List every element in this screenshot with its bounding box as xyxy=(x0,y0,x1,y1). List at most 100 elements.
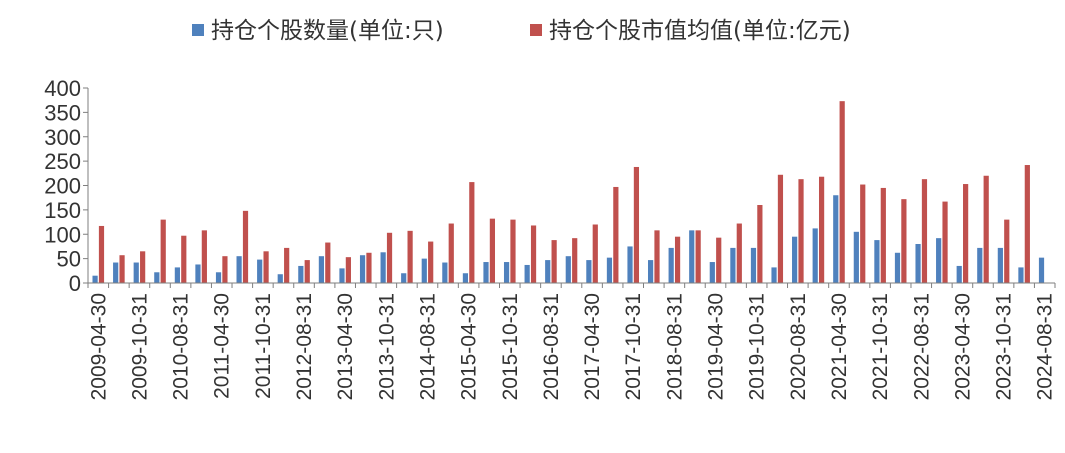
bar-series-1 xyxy=(647,260,654,283)
y-tick-label: 150 xyxy=(44,198,81,223)
bar-series-2 xyxy=(284,247,290,283)
bar-series-2 xyxy=(407,230,413,283)
x-tick-label: 2015-04-30 xyxy=(458,293,481,400)
bar-series-2 xyxy=(880,187,886,283)
y-tick-label: 300 xyxy=(44,125,81,150)
bar-series-2 xyxy=(304,260,310,283)
bar-series-1 xyxy=(977,247,983,283)
bar-series-1 xyxy=(545,260,551,283)
bar-series-1 xyxy=(483,262,489,283)
bar-series-2 xyxy=(860,184,866,283)
x-tick-label: 2009-10-31 xyxy=(128,293,151,400)
x-axis: 2009-04-30 2009-10-31 2010-08-31 2011-04-30… xyxy=(87,282,1057,400)
bar-series-1 xyxy=(257,259,263,283)
bar-series-1 xyxy=(792,236,798,283)
bar-series-2 xyxy=(119,255,125,283)
bar-series-2 xyxy=(263,251,269,283)
bar-series-2 xyxy=(798,179,804,283)
x-tick-label: 2023-10-31 xyxy=(993,293,1016,400)
bar-series-1 xyxy=(174,267,180,283)
bar-series-2 xyxy=(572,238,578,283)
y-tick-label: 400 xyxy=(44,76,81,101)
bar-series-2 xyxy=(222,256,228,283)
bar-series-1 xyxy=(215,272,222,283)
bar-series-2 xyxy=(818,176,825,283)
bar-series-1 xyxy=(298,265,304,283)
bar-series-2 xyxy=(428,241,434,283)
x-tick-label: 2022-08-31 xyxy=(910,293,933,400)
bar-series-1 xyxy=(936,238,942,283)
bar-series-1 xyxy=(750,247,757,283)
x-tick-label: 2010-08-31 xyxy=(170,293,193,400)
bar-series-1 xyxy=(689,230,695,283)
bar-series-2 xyxy=(963,184,969,283)
bar-series-2 xyxy=(345,257,351,283)
x-tick-label: 2017-04-30 xyxy=(581,293,604,400)
bar-series-1 xyxy=(524,264,530,283)
bar-series-1 xyxy=(956,265,962,283)
y-tick-label: 100 xyxy=(44,222,81,247)
bar-series-1 xyxy=(154,272,160,283)
bar-series-2 xyxy=(140,251,146,283)
bar-series-1 xyxy=(730,247,736,283)
bar-series-2 xyxy=(530,225,537,283)
bar-series-1 xyxy=(1018,267,1024,283)
bar-series-2 xyxy=(674,236,681,283)
bar-series-2 xyxy=(613,186,619,283)
bar-series-1 xyxy=(812,228,818,283)
y-tick-label: 250 xyxy=(44,149,81,174)
bar-series-2 xyxy=(716,237,722,283)
bar-series-2 xyxy=(592,224,598,283)
bar-series-2 xyxy=(160,219,166,283)
x-tick-label: 2024-08-31 xyxy=(1034,293,1057,400)
bar-series-2 xyxy=(757,205,763,283)
x-tick-label: 2021-10-31 xyxy=(869,293,892,400)
bar-series-1 xyxy=(462,273,469,283)
bar-series-2 xyxy=(1024,165,1030,283)
bar-series-1 xyxy=(195,264,201,283)
y-tick-label: 350 xyxy=(44,100,81,125)
bar-series-2 xyxy=(695,230,701,283)
x-tick-label: 2019-04-30 xyxy=(705,293,728,400)
x-tick-label: 2017-10-31 xyxy=(622,293,645,400)
bar-series-2 xyxy=(366,252,372,283)
x-tick-label: 2014-08-31 xyxy=(416,293,439,400)
bar-series-1 xyxy=(709,262,715,283)
bar-series-1 xyxy=(442,262,448,283)
bar-series-1 xyxy=(853,231,859,283)
bar-series-1 xyxy=(997,247,1003,283)
x-tick-label: 2016-08-31 xyxy=(540,293,563,400)
x-tick-label: 2019-10-31 xyxy=(746,293,769,400)
x-tick-label: 2011-04-30 xyxy=(211,293,234,399)
bar-series-2 xyxy=(201,230,207,283)
bar-series-2 xyxy=(386,232,393,283)
x-tick-label: 2013-04-30 xyxy=(334,293,357,400)
bar-series-1 xyxy=(1038,257,1045,283)
bar-series-2 xyxy=(1004,219,1010,283)
bar-series-1 xyxy=(401,273,407,283)
bar-series-1 xyxy=(503,262,510,283)
y-tick-label: 50 xyxy=(57,247,81,272)
bar-series-2 xyxy=(983,175,989,283)
bar-series-1 xyxy=(421,258,427,283)
bar-series-2 xyxy=(551,240,557,283)
bar-series-2 xyxy=(181,235,187,283)
bar-series-1 xyxy=(133,262,139,283)
x-tick-label: 2020-08-31 xyxy=(787,293,810,400)
x-tick-label: 2013-10-31 xyxy=(375,293,398,400)
bar-series-2 xyxy=(654,230,660,283)
bar-series-1 xyxy=(606,257,613,283)
bar-series-1 xyxy=(113,262,119,283)
x-tick-label: 2023-04-30 xyxy=(951,293,974,400)
bars xyxy=(92,101,1045,283)
bar-series-1 xyxy=(627,246,633,283)
bar-series-1 xyxy=(380,252,386,283)
x-tick-label: 2009-04-30 xyxy=(87,293,110,400)
bar-series-2 xyxy=(325,242,331,283)
bar-series-1 xyxy=(668,247,674,283)
bar-series-2 xyxy=(736,223,742,283)
bar-series-1 xyxy=(565,256,571,283)
bar-series-1 xyxy=(771,267,777,283)
bar-series-1 xyxy=(92,275,98,283)
